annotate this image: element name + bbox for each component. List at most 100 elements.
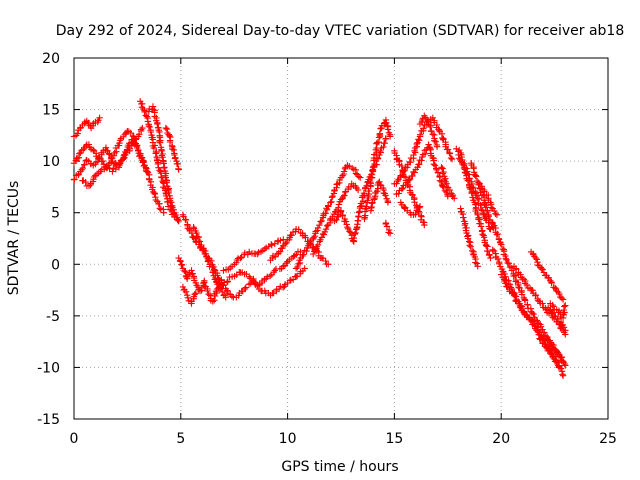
data-point: [431, 137, 438, 144]
data-point: [362, 203, 370, 210]
data-point: [357, 174, 364, 181]
data-point: [223, 287, 230, 294]
data-point: [209, 269, 216, 276]
y-tick-label: 15: [42, 103, 60, 119]
data-point: [205, 291, 212, 298]
data-point: [444, 146, 452, 153]
data-point: [456, 146, 463, 154]
data-point: [137, 126, 145, 133]
data-point: [546, 307, 553, 314]
data-point: [109, 168, 116, 175]
data-point: [483, 242, 490, 249]
data-point: [446, 186, 454, 194]
data-point: [277, 237, 284, 244]
data-point: [267, 272, 274, 280]
data-point: [147, 128, 155, 136]
data-point: [146, 123, 153, 131]
data-point: [302, 234, 309, 241]
data-point: [222, 294, 229, 301]
data-point: [505, 260, 512, 267]
data-point: [85, 141, 93, 148]
data-point: [381, 139, 388, 147]
data-point: [99, 157, 107, 165]
data-point: [150, 144, 158, 152]
data-point: [71, 176, 78, 183]
data-point: [460, 214, 467, 221]
data-point: [365, 187, 373, 195]
data-point: [317, 218, 324, 225]
data-point: [441, 187, 449, 194]
data-point: [560, 324, 568, 331]
data-point: [438, 164, 445, 171]
data-point: [90, 146, 97, 153]
data-point: [490, 247, 498, 255]
data-point: [492, 210, 499, 217]
data-point: [300, 251, 307, 258]
data-point: [360, 190, 368, 197]
data-point: [134, 142, 141, 149]
data-point: [237, 254, 244, 262]
data-point: [218, 285, 225, 293]
data-point: [318, 217, 325, 225]
data-point: [478, 228, 486, 235]
data-point: [359, 198, 367, 205]
data-point: [524, 301, 531, 308]
data-point: [417, 212, 425, 219]
data-point: [413, 140, 420, 148]
data-point: [555, 364, 563, 371]
y-tick-label: -10: [37, 360, 60, 376]
data-point: [328, 198, 335, 205]
data-point: [533, 256, 541, 263]
data-point: [174, 160, 181, 168]
data-point: [483, 208, 491, 216]
data-point: [154, 120, 161, 128]
data-point: [553, 358, 560, 366]
data-point: [376, 178, 383, 185]
data-point: [139, 124, 146, 132]
data-point: [294, 263, 301, 271]
data-point: [559, 296, 567, 303]
data-point: [399, 166, 406, 174]
data-point: [375, 134, 383, 141]
data-point: [323, 222, 331, 229]
data-point: [209, 298, 216, 305]
data-point: [411, 169, 418, 176]
data-point: [241, 285, 249, 293]
data-point: [539, 266, 546, 273]
data-point: [407, 159, 414, 166]
data-point: [322, 257, 329, 265]
data-point: [477, 223, 485, 230]
data-point: [562, 327, 569, 334]
data-point: [429, 114, 436, 121]
data-point: [376, 130, 384, 137]
data-point: [268, 242, 275, 249]
data-point: [166, 138, 174, 146]
chart-title: Day 292 of 2024, Sidereal Day-to-day VTE…: [56, 23, 625, 39]
axis-ticks: 0 5 10 15 20 25 -15 -10 -5 0 5 10 15 20: [37, 51, 617, 447]
data-point: [162, 124, 169, 132]
data-point: [166, 132, 173, 139]
data-point: [264, 273, 271, 280]
data-point: [480, 234, 488, 241]
data-point: [523, 281, 530, 289]
data-point: [277, 248, 284, 255]
data-point: [489, 246, 496, 253]
data-point: [343, 221, 350, 228]
data-point: [135, 146, 142, 154]
data-point: [501, 270, 508, 278]
data-point: [384, 123, 391, 130]
y-tick-label: 20: [42, 51, 60, 67]
data-point: [412, 211, 419, 218]
data-point: [192, 290, 199, 297]
data-point: [357, 203, 364, 210]
data-point: [538, 265, 545, 273]
data-point: [551, 312, 558, 320]
data-point: [370, 196, 378, 203]
data-point: [337, 208, 345, 215]
data-point: [515, 284, 522, 291]
data-point: [195, 237, 203, 245]
data-point: [469, 183, 476, 191]
data-point: [120, 155, 127, 162]
data-point: [297, 248, 304, 256]
data-point: [558, 294, 565, 302]
